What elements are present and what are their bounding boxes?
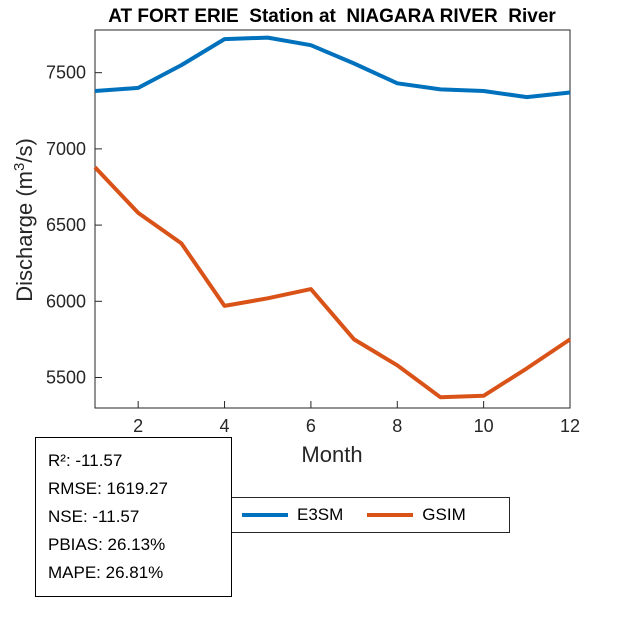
x-tick-label: 12 [560,416,580,436]
x-tick-label: 4 [220,416,230,436]
chart-title: AT FORT ERIE Station at NIAGARA RIVER Ri… [108,6,556,27]
legend: E3SM GSIM [228,497,510,533]
legend-label-e3sm: E3SM [297,505,344,524]
gsim-line-sample [367,513,414,517]
y-tick-label: 6000 [46,291,86,311]
y-tick-label: 7500 [46,63,86,83]
x-axis-label: Month [301,442,362,467]
y-axis-label: Discharge (m3/s) [11,138,37,302]
stats-box: R²: -11.57 RMSE: 1619.27 NSE: -11.57 PBI… [35,437,232,597]
plot-border [94,29,571,409]
x-tick-label: 6 [306,416,316,436]
x-tick-label: 8 [392,416,402,436]
stat-r2: R²: -11.57 [48,451,123,470]
y-axis-label-sup: 3 [11,163,28,171]
stat-nse: NSE: -11.57 [48,507,140,526]
plot-series [93,35,572,400]
stat-rmse: RMSE: 1619.27 [48,479,169,498]
x-tick-label: 10 [474,416,494,436]
legend-item-gsim[interactable]: GSIM [367,505,466,525]
stat-mape: MAPE: 26.81% [48,563,164,582]
y-axis-label-pre: Discharge (m [12,171,37,302]
y-tick-label: 7000 [46,139,86,159]
legend-label-gsim: GSIM [422,505,466,524]
legend-item-e3sm[interactable]: E3SM [242,505,343,525]
y-tick-label: 5500 [46,368,86,388]
plot-axes: 2 4 6 8 10 12 5500 6000 6500 7000 7500 [46,29,580,436]
y-axis-label-post: /s) [12,138,37,162]
x-tick-label: 2 [133,416,143,436]
y-tick-label: 6500 [46,215,86,235]
stat-pbias: PBIAS: 26.13% [48,535,166,554]
series-line-e3sm [94,35,571,100]
e3sm-line-sample [242,513,288,517]
series-line-gsim [93,165,572,400]
